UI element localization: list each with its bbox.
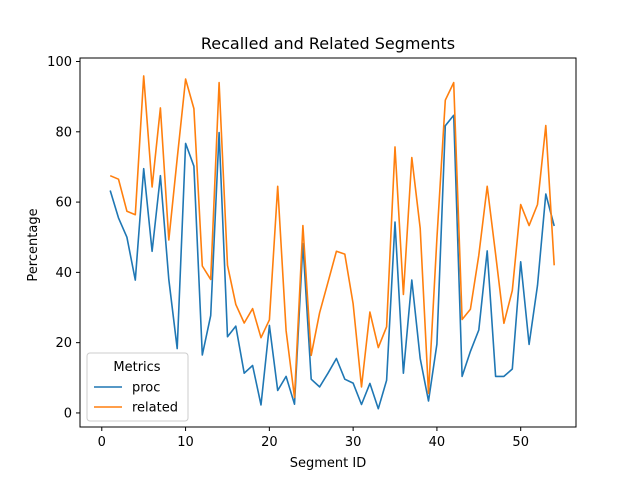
legend-title: Metrics (113, 360, 160, 375)
legend-label-proc: proc (132, 381, 160, 396)
chart-title: Recalled and Related Segments (201, 34, 455, 53)
series-lines (109, 75, 555, 410)
x-tick-label: 50 (512, 435, 529, 450)
y-axis-label: Percentage (26, 208, 41, 281)
legend-items: proc related (94, 381, 178, 416)
y-tick-label: 0 (64, 406, 72, 421)
x-tick-label: 20 (261, 435, 278, 450)
x-tick-label: 10 (177, 435, 194, 450)
axes-frame (79, 57, 577, 428)
y-axis: 0 20 40 60 80 100 (47, 55, 80, 421)
y-tick-label: 20 (55, 336, 72, 351)
legend-box (86, 352, 189, 422)
legend: Metrics proc related (86, 352, 189, 422)
plot-area: 0 10 20 30 40 50 0 20 40 60 80 100 (47, 55, 577, 450)
x-tick-label: 40 (429, 435, 446, 450)
series-line-proc (109, 114, 555, 410)
x-axis-label: Segment ID (290, 456, 366, 471)
y-tick-label: 60 (55, 196, 72, 211)
legend-label-related: related (132, 401, 178, 416)
y-tick-label: 80 (55, 125, 72, 140)
y-tick-label: 100 (47, 55, 72, 70)
x-tick-label: 0 (98, 435, 106, 450)
x-axis: 0 10 20 30 40 50 (98, 427, 529, 450)
x-tick-label: 30 (345, 435, 362, 450)
y-tick-label: 40 (55, 266, 72, 281)
series-line-related (109, 75, 555, 399)
